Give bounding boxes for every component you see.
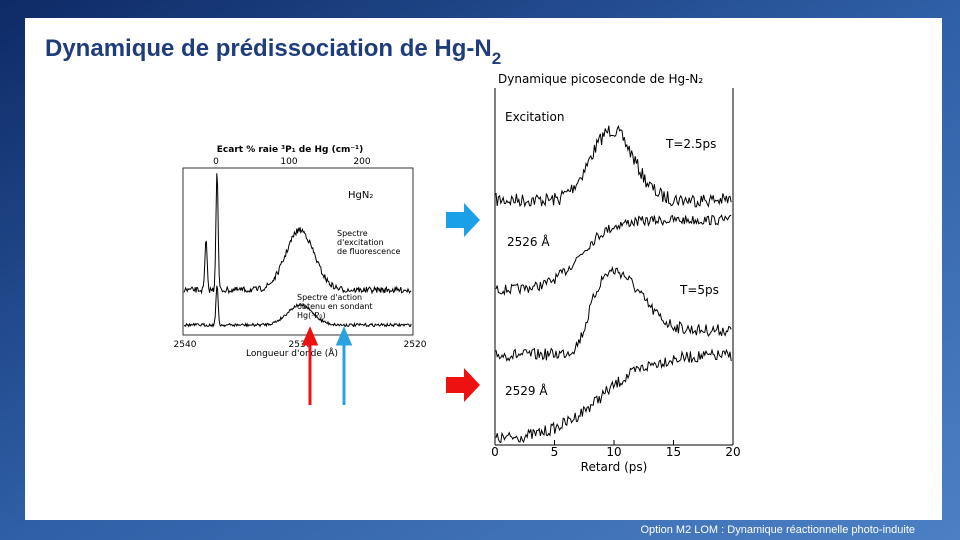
- arrow-blue: [446, 203, 480, 237]
- x-tick-label: 15: [666, 445, 681, 459]
- trace: [495, 214, 732, 296]
- trace: [495, 265, 732, 362]
- arrow-red: [446, 368, 480, 402]
- label: Excitation: [505, 110, 564, 124]
- label: T=5ps: [679, 283, 719, 297]
- label: T=2.5ps: [665, 137, 716, 151]
- frame: [182, 167, 414, 336]
- arrow-up-red: [301, 326, 319, 405]
- top-tick-label: 200: [353, 157, 370, 167]
- annotation: Hg(³P₀): [297, 311, 326, 320]
- trace: [183, 173, 412, 295]
- annotation: d'excitation: [337, 238, 384, 247]
- annotation: Spectre d'action: [297, 293, 362, 302]
- trace: [495, 124, 732, 208]
- bottom-axis-label: Longueur d'onde (Å): [246, 347, 338, 359]
- x-tick-label: 20: [725, 445, 740, 459]
- right-figure: Dynamique picoseconde de Hg-N₂ Excitatio…: [491, 72, 740, 474]
- label: 2529 Å: [505, 383, 548, 398]
- label: 2526 Å: [507, 234, 550, 249]
- arrow-up-blue: [335, 326, 353, 405]
- x-tick-label: 5: [551, 445, 559, 459]
- annotation: de fluorescence: [337, 247, 401, 256]
- left-figure: Ecart % raie ³P₁ de Hg (cm⁻¹) HgN₂ Longu…: [174, 145, 427, 359]
- annotation: obtenu en sondant: [297, 302, 373, 311]
- trace: [495, 348, 732, 444]
- bottom-tick-label: 2520: [404, 340, 427, 350]
- top-axis-label: Ecart % raie ³P₁ de Hg (cm⁻¹): [217, 145, 363, 155]
- annotation: Spectre: [337, 229, 368, 238]
- content-panel: [25, 18, 942, 520]
- trace: [183, 285, 412, 328]
- bottom-tick-label: 2540: [174, 340, 197, 350]
- species: HgN₂: [348, 190, 373, 201]
- bottom-tick-label: 2530: [289, 340, 312, 350]
- x-axis-label: Retard (ps): [581, 460, 648, 474]
- figure-title: Dynamique picoseconde de Hg-N₂: [498, 72, 703, 86]
- top-tick-label: 0: [213, 157, 219, 167]
- title-subscript: 2: [492, 49, 501, 68]
- title-text: Dynamique de prédissociation de Hg-N: [45, 35, 492, 62]
- title: Dynamique de prédissociation de Hg-N2: [45, 35, 501, 68]
- footer: Option M2 LOM : Dynamique réactionnelle …: [640, 524, 915, 536]
- top-tick-label: 100: [280, 157, 297, 167]
- x-tick-label: 10: [606, 445, 621, 459]
- x-tick-label: 0: [491, 445, 499, 459]
